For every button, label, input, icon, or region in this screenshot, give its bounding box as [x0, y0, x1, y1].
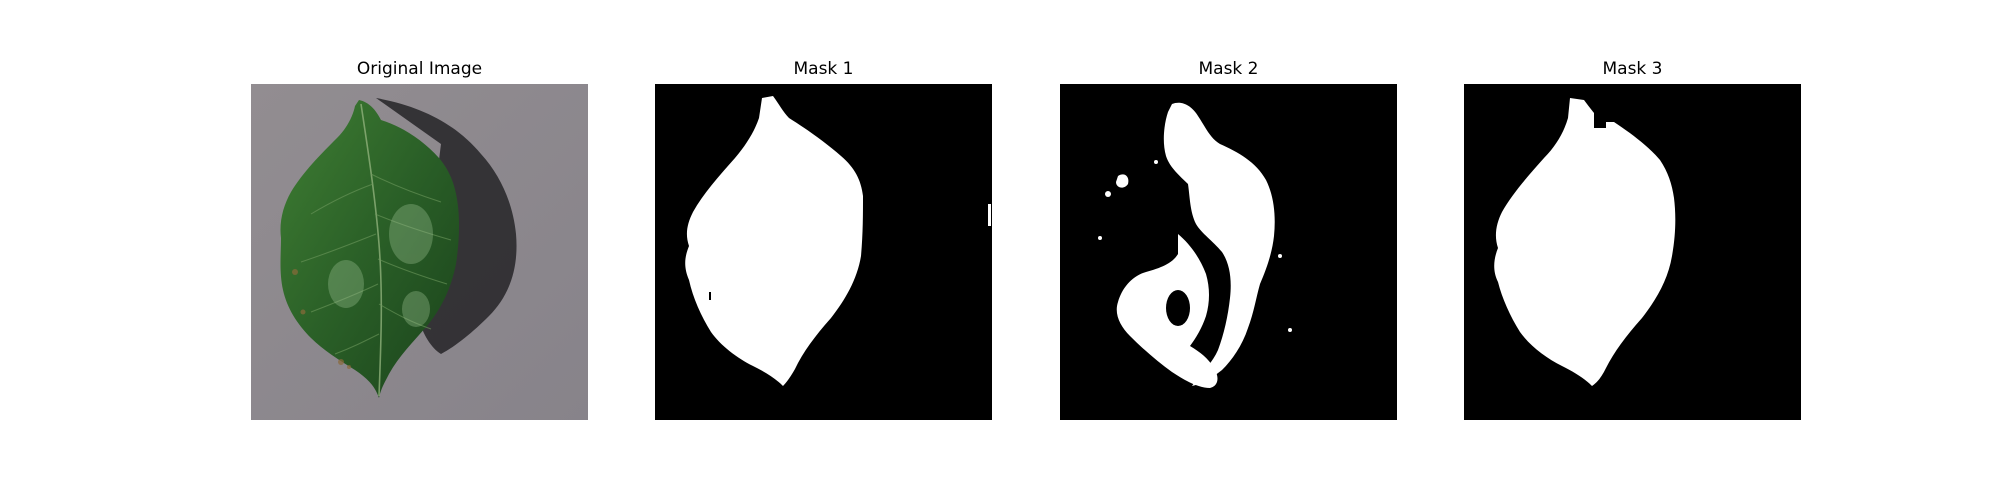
mask-2-hole [1166, 290, 1190, 326]
mask-1-hole [709, 292, 711, 300]
mask-1-panel [655, 84, 992, 420]
original-leaf-image [251, 84, 588, 420]
panel-title-mask-1: Mask 1 [793, 59, 854, 79]
leaf-veins [300, 173, 452, 355]
leaf-edge-spots [292, 269, 351, 369]
leaf [280, 100, 460, 398]
mask-2-specks [1098, 160, 1292, 332]
mask-3-region [1494, 98, 1676, 386]
mask-3-panel [1464, 84, 1801, 420]
panel-title-mask-3: Mask 3 [1602, 59, 1663, 79]
mask-1-image [655, 84, 992, 420]
panel-title-mask-2: Mask 2 [1198, 59, 1259, 79]
mask-3-image [1464, 84, 1801, 420]
mask-3-notch [1594, 110, 1606, 128]
mask-1-edge-blob [988, 204, 991, 226]
mask-2-upper-region [1163, 102, 1275, 387]
mask-2-image [1060, 84, 1397, 420]
panel-title-original-image: Original Image [356, 59, 483, 79]
leaf-highlights [328, 204, 433, 327]
mask-2-panel [1060, 84, 1397, 420]
original-image-panel [251, 84, 588, 420]
mask-1-region [685, 96, 863, 386]
leaf-midrib [360, 103, 383, 397]
